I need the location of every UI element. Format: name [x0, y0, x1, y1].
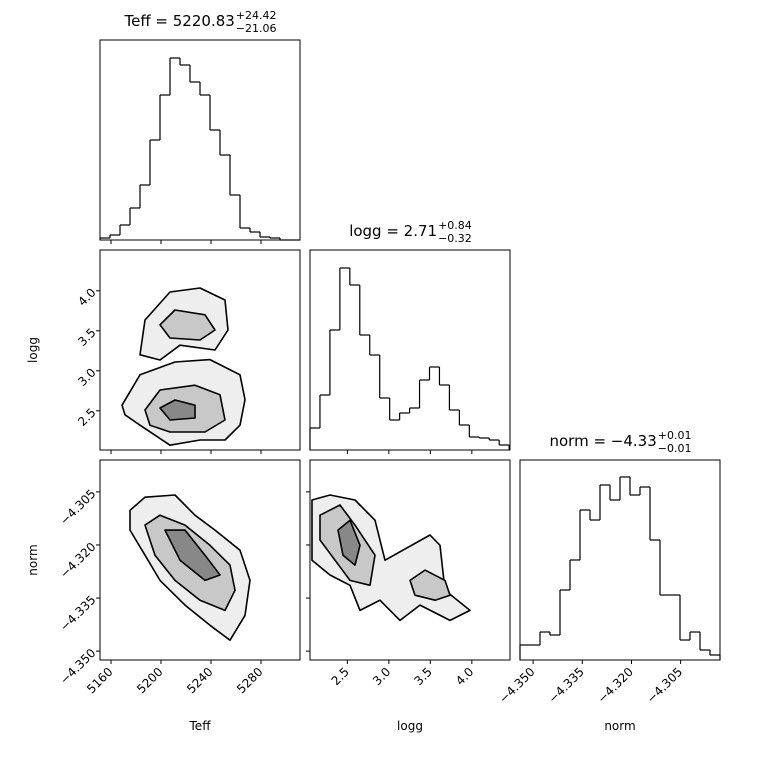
- x-tick-label: 3.5: [412, 665, 435, 688]
- x-tick-label: −4.305: [644, 665, 685, 706]
- title-upper: +24.42: [236, 9, 277, 22]
- y-axis-label: norm: [26, 544, 40, 575]
- x-tick-label: 5160: [84, 665, 115, 696]
- contour: [159, 399, 196, 421]
- x-tick-label: 5280: [234, 665, 265, 696]
- y-axis-label: logg: [26, 337, 40, 363]
- title-lower: −0.32: [438, 232, 472, 245]
- x-axis-label: logg: [397, 719, 423, 733]
- x-tick-label: 2.5: [329, 665, 352, 688]
- x-tick-label: 3.0: [370, 665, 393, 688]
- title-upper: +0.84: [438, 219, 472, 232]
- x-tick-label: −4.335: [546, 665, 587, 706]
- panel-frame: [99, 249, 301, 451]
- x-tick-label: −4.320: [595, 665, 636, 706]
- title-upper: +0.01: [658, 429, 692, 442]
- y-tick-label: 4.0: [75, 285, 98, 308]
- panel-title: norm = −4.33: [550, 432, 657, 450]
- panel-frame: [309, 249, 511, 451]
- panel-title: logg = 2.71: [349, 222, 437, 240]
- y-tick-label: 3.5: [75, 325, 98, 348]
- x-tick-label: −4.350: [496, 665, 537, 706]
- contour: [409, 569, 451, 601]
- y-tick-label: 2.5: [75, 405, 98, 428]
- contour: [164, 529, 221, 582]
- y-tick-label: 3.0: [75, 365, 98, 388]
- x-tick-label: 4.0: [453, 665, 476, 688]
- title-lower: −0.01: [658, 442, 692, 455]
- x-tick-label: 5240: [184, 665, 215, 696]
- panel-frame: [99, 459, 301, 661]
- contour: [159, 309, 216, 341]
- y-tick-label: −4.320: [57, 540, 98, 581]
- panel-frame: [519, 459, 721, 661]
- y-tick-label: −4.305: [57, 487, 98, 528]
- panel-frame: [309, 459, 511, 661]
- title-lower: −21.06: [236, 22, 277, 35]
- x-axis-label: norm: [604, 719, 635, 733]
- panel-frame: [99, 39, 301, 241]
- panel-title: Teff = 5220.83: [123, 12, 234, 30]
- x-tick-label: 5200: [134, 665, 165, 696]
- y-tick-label: −4.335: [57, 593, 98, 634]
- x-axis-label: Teff: [189, 719, 212, 733]
- contour: [337, 519, 361, 566]
